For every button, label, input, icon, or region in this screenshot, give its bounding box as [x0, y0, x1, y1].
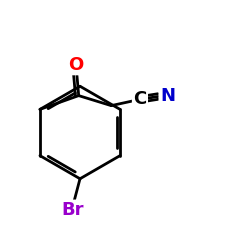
Text: O: O	[68, 56, 84, 74]
Text: C: C	[133, 90, 146, 108]
Text: Br: Br	[61, 201, 84, 219]
Text: N: N	[160, 87, 175, 104]
